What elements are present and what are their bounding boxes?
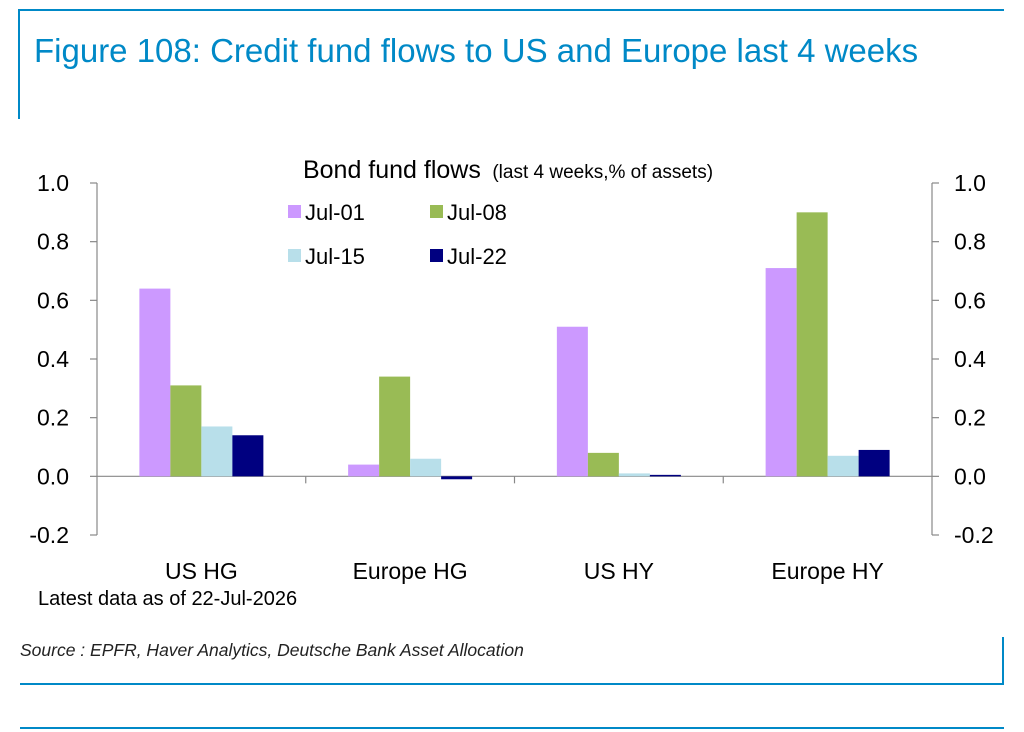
bar-jul-22-us-hg [232,435,264,477]
axes: -0.2 0.0 0.2 0.4 0.6 0.8 1.0 -0.2 0.0 0.2 0.4 0.6 0.… [29,170,993,584]
chart-subtitle: (last 4 weeks,% of assets) [492,162,713,183]
figure-title: Figure 108: Credit fund flows to US and … [34,32,919,69]
data-note: Latest data as of 22-Jul-2026 [38,588,298,610]
legend-label: Jul-15 [305,244,365,269]
figure-top-rule [18,9,1004,11]
category-label: Europe HY [771,558,884,584]
legend: Jul-01 Jul-08 Jul-15 Jul-22 [288,200,507,269]
chart-title: Bond fund flows [303,156,481,184]
y-tick-label: 0.4 [37,346,69,372]
bar-jul-08-us-hy [587,452,619,477]
y2-tick-label: 0.8 [954,229,986,255]
y-tick-label: 0.6 [37,287,69,313]
legend-swatch [430,249,443,262]
y-tick-label: 0.2 [37,405,69,431]
legend-label: Jul-08 [447,200,507,225]
bar-jul-01-europe-hy [765,268,797,477]
figure-right-rule [1002,637,1004,685]
source-line: Source : EPFR, Haver Analytics, Deutsche… [20,640,524,660]
legend-swatch [288,205,301,218]
bars [139,212,890,480]
y2-tick-label: 0.2 [954,405,986,431]
bar-jul-15-europe-hy [827,455,859,477]
y2-tick-label: 0.0 [954,463,986,489]
category-label: US HG [165,558,238,584]
y-tick-label: 0.0 [37,463,69,489]
figure-left-rule [18,9,20,119]
bar-jul-01-us-hy [556,326,588,477]
bar-jul-08-us-hg [170,385,202,477]
legend-swatch [430,205,443,218]
bar-jul-22-europe-hy [858,449,890,477]
legend-swatch [288,249,301,262]
bar-jul-22-us-hy [649,474,681,477]
y2-tick-label: 0.4 [954,346,986,372]
chart-heading: Bond fund flows (last 4 weeks,% of asset… [303,156,713,184]
bar-jul-15-us-hg [201,426,233,477]
next-figure-rule [20,727,1004,729]
bar-jul-15-us-hy [618,473,650,477]
bar-jul-01-us-hg [139,288,171,477]
bond-fund-flows-chart: Bond fund flows (last 4 weeks,% of asset… [29,156,993,584]
bar-jul-08-europe-hg [379,376,411,477]
bar-jul-22-europe-hg [441,476,473,480]
figure-bottom-rule [20,683,1004,685]
bar-jul-08-europe-hy [796,212,828,477]
y2-tick-label: -0.2 [954,522,994,548]
category-label: Europe HG [353,558,468,584]
legend-label: Jul-01 [305,200,365,225]
y-tick-label: 0.8 [37,229,69,255]
y-tick-label: 1.0 [37,170,69,196]
y2-tick-label: 0.6 [954,287,986,313]
bar-jul-15-europe-hg [410,458,442,477]
y-tick-label: -0.2 [29,522,69,548]
category-label: US HY [584,558,654,584]
y2-tick-label: 1.0 [954,170,986,196]
legend-label: Jul-22 [447,244,507,269]
bar-jul-01-europe-hg [348,464,380,477]
